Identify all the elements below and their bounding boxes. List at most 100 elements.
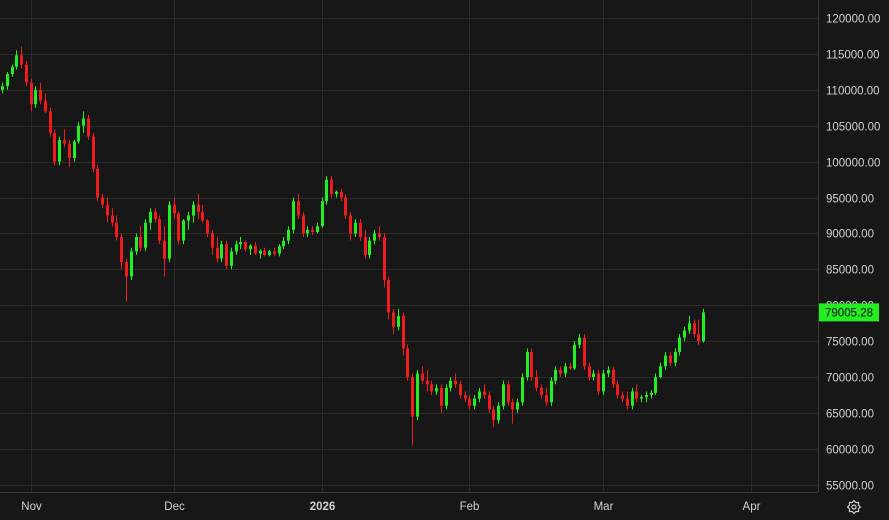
candle-body xyxy=(96,168,99,198)
candle xyxy=(39,82,42,105)
candle-body xyxy=(302,215,305,234)
candle xyxy=(507,380,510,406)
candle xyxy=(101,193,104,209)
candle-body xyxy=(602,373,605,392)
candle xyxy=(645,391,648,403)
candle xyxy=(426,369,429,392)
candle-body xyxy=(516,402,519,410)
x-axis[interactable]: Nov Dec 2026 Feb Mar Apr xyxy=(21,501,760,513)
candle-body xyxy=(254,245,257,254)
candle xyxy=(540,384,543,399)
candle-body xyxy=(435,387,438,392)
candle-body xyxy=(268,251,271,255)
candle xyxy=(144,219,147,252)
candle xyxy=(492,405,495,428)
candle-body xyxy=(87,118,90,137)
candle-body xyxy=(101,197,104,205)
candle-body xyxy=(316,226,319,232)
candle xyxy=(416,369,419,421)
y-tick-label: 60000.00 xyxy=(826,445,874,457)
candle-body xyxy=(330,179,333,194)
x-tick-label: Nov xyxy=(21,501,42,513)
candle xyxy=(273,247,276,256)
candle xyxy=(478,387,481,403)
candle-body xyxy=(569,366,572,369)
candle xyxy=(621,391,624,403)
candle-body xyxy=(120,237,123,263)
candle xyxy=(173,197,176,220)
candle-body xyxy=(197,204,200,212)
candle-body xyxy=(468,398,471,406)
candle xyxy=(15,50,18,70)
candle xyxy=(449,377,452,392)
candle-body xyxy=(182,220,185,241)
candle xyxy=(182,219,185,245)
candle xyxy=(468,395,471,410)
candle xyxy=(278,244,281,257)
candle-body xyxy=(678,337,681,352)
candle-body xyxy=(521,377,524,403)
candle xyxy=(130,247,133,281)
candle xyxy=(473,395,476,410)
candle xyxy=(197,193,200,220)
candle-body xyxy=(325,179,328,202)
settings-gear-icon[interactable] xyxy=(846,499,862,515)
candle-body xyxy=(540,387,543,396)
candle xyxy=(464,391,467,403)
candle xyxy=(87,114,90,141)
candle xyxy=(63,129,66,148)
candle xyxy=(607,366,610,378)
candle-body xyxy=(34,89,37,105)
candle-body xyxy=(321,201,324,227)
candle xyxy=(139,226,142,252)
candle-body xyxy=(192,204,195,216)
candle xyxy=(650,390,653,399)
candle xyxy=(335,190,338,198)
candle xyxy=(235,240,238,255)
candle-body xyxy=(368,240,371,255)
y-tick-label: 55000.00 xyxy=(826,481,874,493)
candle-body xyxy=(25,64,28,83)
candle xyxy=(125,258,128,302)
candle-body xyxy=(58,140,61,162)
candle-body xyxy=(230,251,233,266)
candle xyxy=(578,333,581,349)
x-tick-label: Dec xyxy=(164,501,185,513)
candle-body xyxy=(612,369,615,385)
candle-body xyxy=(173,204,176,214)
candle xyxy=(68,140,71,168)
candle-body xyxy=(702,312,705,342)
candle-body xyxy=(344,197,347,216)
y-tick-label: 85000.00 xyxy=(826,265,874,277)
candle-body xyxy=(273,251,276,254)
candle xyxy=(406,344,409,381)
candle-body xyxy=(554,369,557,381)
candle-body xyxy=(535,377,538,388)
candle-body xyxy=(416,373,419,417)
candle xyxy=(225,240,228,270)
candle-body xyxy=(693,323,696,334)
candle-body xyxy=(130,251,133,277)
candle-body xyxy=(445,387,448,406)
candle-body xyxy=(592,373,595,378)
candle-body xyxy=(216,247,219,259)
candle xyxy=(263,247,266,257)
candle xyxy=(49,107,52,137)
candle-body xyxy=(278,246,281,254)
y-tick-label: 95000.00 xyxy=(826,194,874,206)
candle-body xyxy=(206,220,209,234)
candle xyxy=(440,384,443,413)
y-axis[interactable]: 120000.00 115000.00 110000.00 105000.00 1000… xyxy=(826,14,880,493)
candle-body xyxy=(158,219,161,241)
candle-body xyxy=(239,242,242,245)
candle-body xyxy=(426,380,429,385)
candle xyxy=(206,219,209,238)
candle xyxy=(254,242,257,255)
candle-body xyxy=(311,229,314,232)
y-tick-label: 90000.00 xyxy=(826,229,874,241)
candle xyxy=(697,319,700,345)
candle xyxy=(530,348,533,381)
y-tick-label: 105000.00 xyxy=(826,122,880,134)
candle xyxy=(454,373,457,388)
